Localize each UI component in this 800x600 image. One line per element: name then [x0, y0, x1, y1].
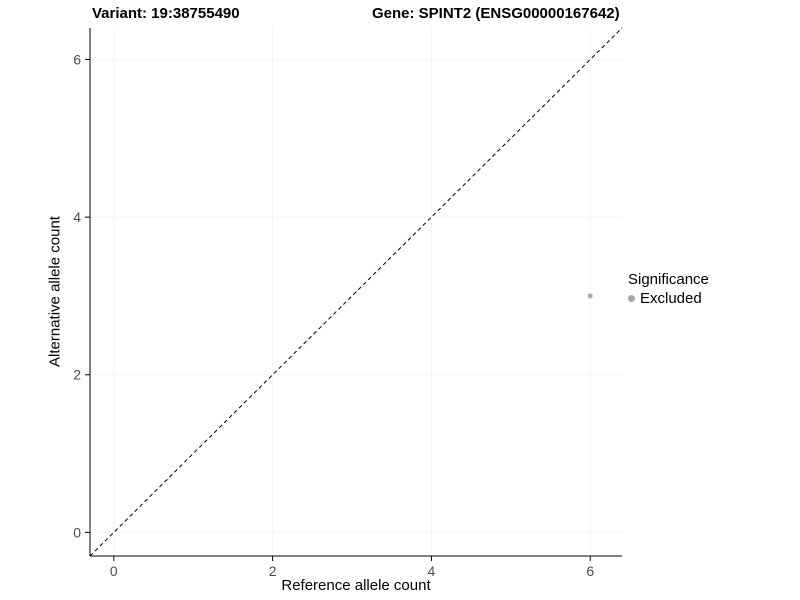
identity-line-group	[89, 27, 623, 557]
legend-item-label: Excluded	[640, 290, 702, 307]
gridlines	[90, 28, 622, 556]
x-tick-label: 2	[269, 563, 277, 579]
legend: Significance Excluded	[628, 271, 709, 307]
y-tick-label: 6	[73, 52, 81, 68]
x-axis: 0 2 4 6	[90, 555, 622, 579]
x-tick-label: 6	[586, 563, 594, 579]
plot-title-variant: Variant: 19:38755490	[92, 5, 240, 22]
y-tick-label: 4	[73, 209, 81, 225]
legend-item-excluded: Excluded	[628, 290, 709, 307]
y-tick-label: 0	[73, 524, 81, 540]
legend-point-icon	[628, 295, 635, 302]
y-tick-label: 2	[73, 367, 81, 383]
identity-line	[89, 27, 623, 557]
data-point	[587, 293, 593, 299]
legend-title: Significance	[628, 271, 709, 288]
y-axis: 0 2 4 6	[73, 28, 91, 556]
y-axis-title: Alternative allele count	[46, 216, 64, 367]
x-tick-label: 4	[428, 563, 436, 579]
x-tick-label: 0	[110, 563, 118, 579]
x-axis-title: Reference allele count	[281, 577, 431, 594]
plot-title-gene: Gene: SPINT2 (ENSG00000167642)	[372, 5, 620, 22]
data-points	[587, 293, 593, 299]
